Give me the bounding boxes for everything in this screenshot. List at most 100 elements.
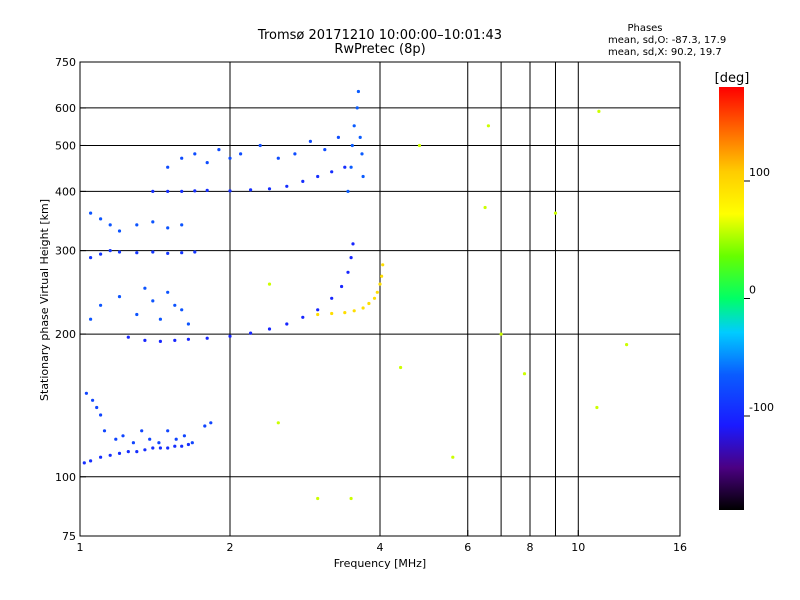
- data-point: [352, 309, 356, 313]
- data-point: [193, 250, 197, 254]
- x-tick-label: 4: [377, 541, 384, 554]
- data-point: [166, 446, 170, 450]
- data-point: [121, 434, 125, 438]
- data-point: [356, 89, 360, 94]
- data-point: [135, 251, 139, 255]
- data-point: [151, 299, 155, 303]
- x-tick-label: 6: [464, 541, 471, 554]
- data-point: [301, 179, 305, 183]
- data-point: [346, 270, 350, 274]
- data-point: [276, 421, 280, 425]
- data-point: [174, 437, 178, 441]
- data-point: [190, 441, 194, 445]
- data-point: [166, 251, 170, 255]
- data-point: [399, 365, 403, 370]
- data-point: [143, 338, 147, 342]
- data-point: [148, 437, 152, 441]
- data-point: [151, 220, 155, 224]
- data-point: [89, 317, 93, 321]
- data-point: [180, 444, 184, 448]
- data-point: [117, 229, 122, 233]
- data-point: [375, 290, 379, 294]
- y-tick-label: 100: [55, 471, 76, 484]
- data-point: [193, 152, 197, 156]
- data-point: [360, 152, 364, 156]
- colorbar: [deg] 100 0 -100: [715, 71, 774, 510]
- data-point: [330, 296, 334, 300]
- data-point: [316, 308, 320, 312]
- data-point: [151, 189, 155, 193]
- y-tick-label: 500: [55, 139, 76, 152]
- data-point: [267, 187, 272, 191]
- data-point: [99, 217, 103, 221]
- data-point: [108, 453, 112, 457]
- data-point: [108, 223, 112, 227]
- y-tick-label: 400: [55, 185, 76, 198]
- phases-o-stats: mean, sd,O: -87.3, 17.9: [608, 35, 726, 46]
- data-point: [285, 322, 289, 326]
- data-point: [553, 211, 558, 215]
- phases-title: Phases: [627, 23, 662, 34]
- data-point: [267, 282, 272, 286]
- data-point: [117, 451, 122, 455]
- data-point: [180, 156, 184, 160]
- data-point: [381, 263, 385, 267]
- data-point: [285, 184, 289, 188]
- data-point: [343, 311, 347, 315]
- data-point: [186, 442, 190, 447]
- data-point: [625, 343, 629, 347]
- data-point: [108, 249, 112, 253]
- data-point: [126, 450, 130, 454]
- data-point: [336, 135, 340, 139]
- data-point: [166, 429, 170, 433]
- data-point: [135, 450, 139, 454]
- data-point: [173, 338, 177, 342]
- data-point: [180, 189, 184, 193]
- data-point: [209, 421, 213, 425]
- data-point: [99, 455, 103, 459]
- data-point: [158, 317, 162, 321]
- colorbar-gradient: [719, 87, 744, 510]
- data-point: [151, 446, 155, 450]
- x-tick-label: 10: [571, 541, 585, 554]
- data-points: [82, 89, 629, 501]
- data-point: [316, 174, 320, 179]
- data-point: [316, 496, 320, 501]
- data-point: [417, 143, 422, 148]
- data-point: [228, 334, 232, 338]
- data-point: [323, 148, 327, 152]
- data-point: [99, 252, 103, 256]
- data-point: [276, 156, 280, 160]
- data-point: [346, 189, 350, 193]
- data-point: [166, 165, 170, 169]
- data-point: [180, 308, 184, 312]
- data-point: [486, 124, 490, 128]
- data-point: [84, 391, 88, 395]
- data-point: [158, 446, 162, 450]
- y-tick-label: 200: [55, 328, 76, 341]
- data-point: [158, 339, 162, 343]
- data-point: [597, 109, 601, 113]
- data-point: [499, 332, 503, 336]
- data-point: [182, 434, 186, 438]
- chart-subtitle: RwPretec (8p): [334, 42, 425, 57]
- data-point: [205, 336, 209, 340]
- data-point: [343, 165, 347, 169]
- colorbar-tick-label: -100: [749, 401, 774, 414]
- colorbar-unit-label: [deg]: [715, 71, 750, 86]
- data-point: [166, 189, 170, 193]
- data-point: [89, 211, 93, 215]
- y-tick-label: 750: [55, 56, 76, 69]
- plot-grid: [80, 62, 680, 536]
- data-point: [522, 372, 527, 376]
- data-point: [173, 303, 177, 307]
- data-point: [95, 405, 99, 410]
- data-point: [89, 459, 93, 463]
- data-point: [340, 284, 344, 289]
- data-point: [99, 413, 103, 417]
- data-point: [316, 312, 320, 317]
- x-tick-label: 16: [673, 541, 687, 554]
- data-point: [217, 148, 221, 152]
- data-point: [143, 286, 147, 290]
- data-point: [380, 274, 384, 278]
